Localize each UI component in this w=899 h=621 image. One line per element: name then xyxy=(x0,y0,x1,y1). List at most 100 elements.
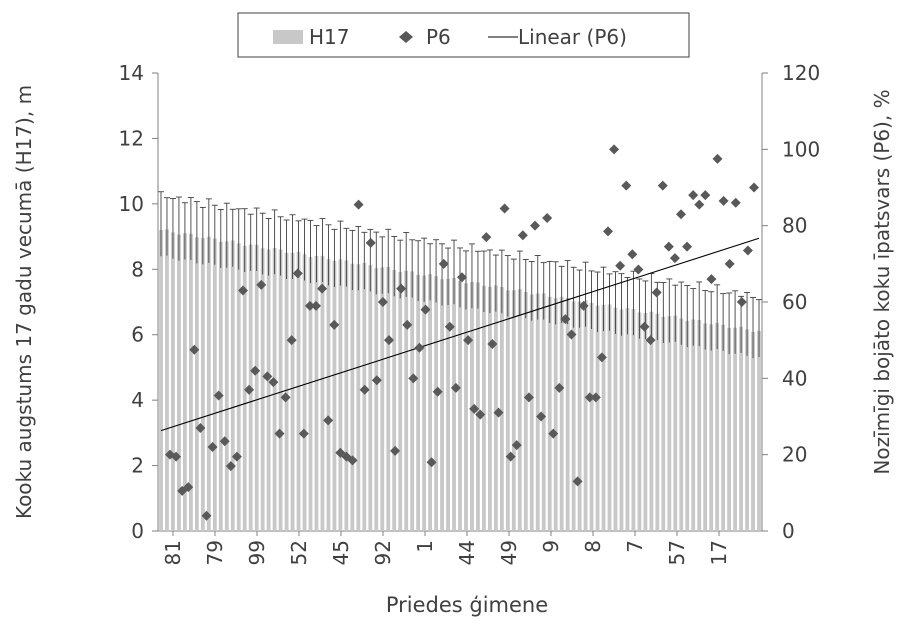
y-right-tick-label: 60 xyxy=(782,290,807,314)
p6-marker xyxy=(213,390,224,401)
bar xyxy=(290,252,295,531)
p6-marker xyxy=(463,335,474,346)
p6-marker xyxy=(365,237,376,248)
y-left-tick-label: 12 xyxy=(119,126,144,150)
bar xyxy=(482,285,486,531)
p6-marker xyxy=(706,274,717,285)
bar xyxy=(278,249,283,531)
p6-marker xyxy=(292,268,303,279)
bar xyxy=(523,291,528,531)
p6-marker xyxy=(749,182,759,193)
bar xyxy=(745,329,749,531)
bar xyxy=(643,313,648,531)
p6-marker xyxy=(499,203,510,214)
p6-marker xyxy=(536,411,547,422)
bar xyxy=(440,279,444,531)
p6-marker xyxy=(390,445,401,456)
bar xyxy=(272,248,277,531)
h17-bars xyxy=(159,229,761,532)
p6-marker xyxy=(414,342,425,353)
bar xyxy=(571,301,576,531)
p6-marker xyxy=(724,258,735,269)
bar xyxy=(655,313,660,531)
p6-marker xyxy=(311,300,321,311)
y-left-tick-label: 8 xyxy=(131,257,144,281)
p6-marker xyxy=(645,335,656,346)
bar xyxy=(416,274,421,531)
p6-marker xyxy=(396,283,407,294)
p6-marker xyxy=(189,344,200,355)
bar xyxy=(171,232,175,531)
bar xyxy=(446,278,450,531)
p6-marker xyxy=(663,241,674,252)
p6-marker xyxy=(560,314,571,325)
p6-marker xyxy=(426,457,437,468)
x-tick-label: 79 xyxy=(203,540,227,565)
p6-marker xyxy=(657,180,668,191)
bar xyxy=(200,238,205,531)
p6-marker xyxy=(730,197,741,208)
p6-marker xyxy=(487,338,498,349)
bar xyxy=(697,319,702,531)
p6-marker xyxy=(676,209,686,220)
p6-marker xyxy=(219,436,230,447)
x-tick-label: 9 xyxy=(539,540,563,553)
x-axis-title: Priedes ģimene xyxy=(386,593,548,617)
p6-marker xyxy=(742,245,753,256)
y-right-tick-label: 120 xyxy=(782,61,820,85)
p6-marker xyxy=(481,232,492,243)
bar xyxy=(392,270,397,531)
bar xyxy=(302,254,307,532)
y-axis-right-title: Nozīmīgi bojāto koku īpatsvars (P6), % xyxy=(870,89,894,474)
bar xyxy=(487,286,492,531)
bar xyxy=(637,312,642,531)
bar xyxy=(266,249,271,531)
bar xyxy=(177,234,181,531)
bar xyxy=(242,245,247,531)
bar xyxy=(218,241,223,532)
p6-marker xyxy=(493,407,504,418)
p6-marker xyxy=(268,377,279,388)
bar xyxy=(434,276,438,531)
bar xyxy=(356,264,361,531)
bar xyxy=(751,332,755,531)
bar xyxy=(422,275,427,531)
bar xyxy=(206,236,211,532)
p6-marker xyxy=(633,264,644,275)
p6-marker xyxy=(603,226,613,237)
bar xyxy=(529,294,534,531)
bar xyxy=(296,251,301,532)
legend-swatch-h17 xyxy=(273,30,303,44)
p6-marker xyxy=(596,352,607,363)
p6-marker xyxy=(250,365,261,376)
p6-marker xyxy=(457,272,467,283)
bar xyxy=(230,240,235,531)
y-left-tick-label: 10 xyxy=(119,192,144,216)
bar xyxy=(224,241,229,531)
p6-marker xyxy=(523,392,534,403)
p6-marker xyxy=(450,382,461,393)
p6-marker xyxy=(225,461,236,472)
x-tick-label: 81 xyxy=(161,540,185,565)
bar xyxy=(553,298,558,531)
bar xyxy=(236,243,241,531)
bar xyxy=(601,304,606,531)
p6-markers xyxy=(165,144,759,521)
p6-marker xyxy=(621,180,632,191)
bar xyxy=(314,256,319,531)
p6-marker xyxy=(286,335,297,346)
bar xyxy=(715,322,720,531)
bar xyxy=(613,307,618,531)
p6-marker xyxy=(231,451,242,462)
bar xyxy=(386,266,391,531)
x-tick-label: 99 xyxy=(245,540,269,565)
bar xyxy=(344,260,349,531)
bar xyxy=(188,233,193,532)
p6-marker xyxy=(609,144,620,155)
p6-marker xyxy=(298,428,309,439)
bar xyxy=(541,293,546,531)
p6-marker xyxy=(505,451,516,462)
y-right-tick-label: 0 xyxy=(782,519,795,543)
